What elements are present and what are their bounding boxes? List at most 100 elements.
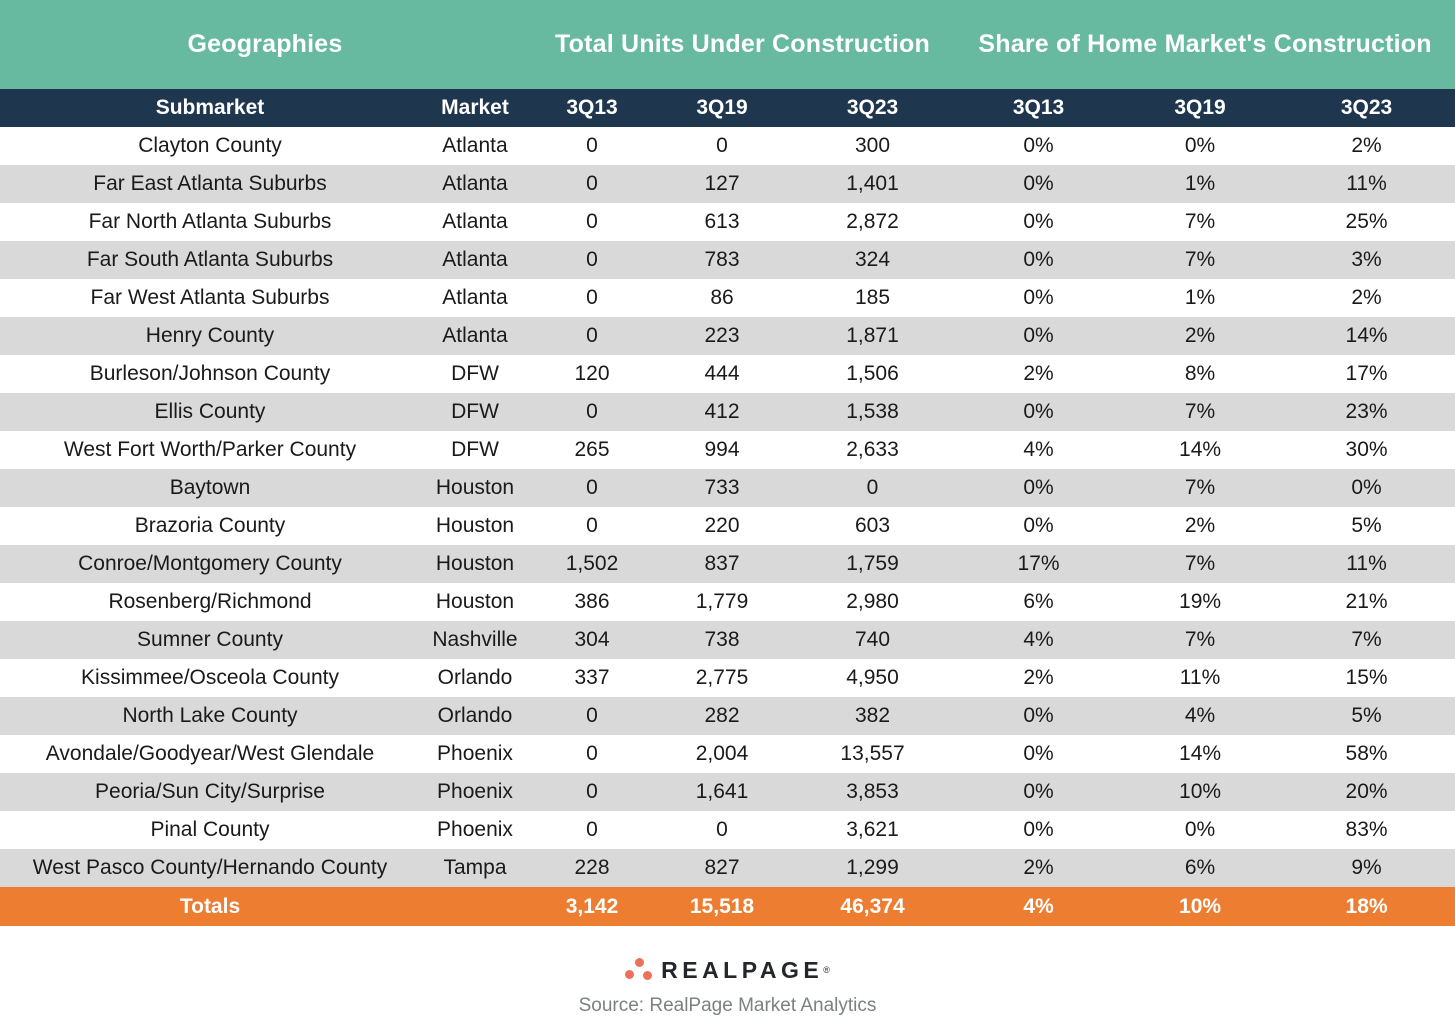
logo-dot-icon: [643, 971, 653, 980]
realpage-logo: REALPAGE ®: [625, 953, 830, 987]
cell-share-3q13: 0%: [955, 165, 1123, 203]
table-row: Rosenberg/Richmond Houston 386 1,779 2,980 6%…: [0, 583, 1455, 621]
cell-units-3q13: 1,502: [530, 545, 654, 583]
cell-units-3q13: 386: [530, 583, 654, 621]
cell-units-3q13: 0: [530, 697, 654, 735]
cell-share-3q23: 7%: [1278, 621, 1455, 659]
table-row: Burleson/Johnson County DFW 120 444 1,506 2% 8…: [0, 355, 1455, 393]
cell-share-3q13: 6%: [955, 583, 1123, 621]
cell-units-3q13: 228: [530, 849, 654, 887]
cell-share-3q23: 5%: [1278, 507, 1455, 545]
cell-share-3q13: 0%: [955, 773, 1123, 811]
cell-units-3q23: 3,621: [790, 811, 956, 849]
cell-share-3q19: 7%: [1122, 621, 1279, 659]
source-attribution: Source: RealPage Market Analytics: [578, 995, 877, 1016]
cell-share-3q19: 1%: [1122, 165, 1279, 203]
cell-market: Orlando: [420, 697, 530, 735]
table-row: Brazoria County Houston 0 220 603 0% 2% 5%: [0, 507, 1455, 545]
cell-share-3q19: 7%: [1122, 393, 1279, 431]
cell-share-3q19: 4%: [1122, 697, 1279, 735]
column-header-units-3q23: 3Q23: [790, 89, 956, 127]
cell-share-3q13: 0%: [955, 317, 1123, 355]
cell-units-3q13: 0: [530, 735, 654, 773]
cell-submarket: Kissimmee/Osceola County: [0, 659, 420, 697]
column-header-units-3q19: 3Q19: [654, 89, 790, 127]
cell-share-3q13: 0%: [955, 469, 1123, 507]
cell-units-3q13: 0: [530, 127, 654, 165]
cell-units-3q19: 0: [654, 127, 790, 165]
cell-share-3q19: 6%: [1122, 849, 1279, 887]
table-row: Henry County Atlanta 0 223 1,871 0% 2% 14%: [0, 317, 1455, 355]
cell-market: Houston: [420, 545, 530, 583]
cell-market: Atlanta: [420, 203, 530, 241]
table-row: Far South Atlanta Suburbs Atlanta 0 783 324 0…: [0, 241, 1455, 279]
cell-market: Atlanta: [420, 317, 530, 355]
cell-share-3q13: 2%: [955, 849, 1123, 887]
table-row: West Pasco County/Hernando County Tampa 22…: [0, 849, 1455, 887]
cell-market: DFW: [420, 431, 530, 469]
table-row: Conroe/Montgomery County Houston 1,502 837 1…: [0, 545, 1455, 583]
cell-share-3q23: 0%: [1278, 469, 1455, 507]
cell-submarket: Sumner County: [0, 621, 420, 659]
table-row: Far West Atlanta Suburbs Atlanta 0 86 185 0% 1…: [0, 279, 1455, 317]
cell-share-3q23: 3%: [1278, 241, 1455, 279]
cell-units-3q19: 127: [654, 165, 790, 203]
cell-share-3q23: 2%: [1278, 127, 1455, 165]
cell-share-3q23: 11%: [1278, 545, 1455, 583]
column-header-submarket: Submarket: [0, 89, 420, 127]
cell-market: Tampa: [420, 849, 530, 887]
cell-units-3q13: 120: [530, 355, 654, 393]
cell-units-3q13: 0: [530, 165, 654, 203]
cell-submarket: Baytown: [0, 469, 420, 507]
cell-submarket: Burleson/Johnson County: [0, 355, 420, 393]
cell-market: Phoenix: [420, 735, 530, 773]
cell-units-3q13: 0: [530, 773, 654, 811]
cell-submarket: Brazoria County: [0, 507, 420, 545]
cell-share-3q19: 7%: [1122, 203, 1279, 241]
column-header-units-3q13: 3Q13: [530, 89, 654, 127]
cell-share-3q19: 7%: [1122, 469, 1279, 507]
table-row: Ellis County DFW 0 412 1,538 0% 7% 23%: [0, 393, 1455, 431]
cell-units-3q19: 738: [654, 621, 790, 659]
cell-submarket: Avondale/Goodyear/West Glendale: [0, 735, 420, 773]
cell-share-3q13: 2%: [955, 659, 1123, 697]
cell-units-3q19: 837: [654, 545, 790, 583]
cell-units-3q23: 4,950: [790, 659, 956, 697]
cell-share-3q13: 0%: [955, 279, 1123, 317]
group-header-row: Geographies Total Units Under Constructi…: [0, 0, 1455, 89]
cell-share-3q23: 9%: [1278, 849, 1455, 887]
cell-share-3q23: 15%: [1278, 659, 1455, 697]
cell-units-3q19: 2,775: [654, 659, 790, 697]
cell-units-3q19: 220: [654, 507, 790, 545]
cell-share-3q23: 14%: [1278, 317, 1455, 355]
cell-share-3q19: 10%: [1122, 773, 1279, 811]
cell-units-3q13: 0: [530, 241, 654, 279]
cell-market: DFW: [420, 355, 530, 393]
cell-units-3q13: 0: [530, 469, 654, 507]
cell-market: Phoenix: [420, 811, 530, 849]
cell-share-3q19: 1%: [1122, 279, 1279, 317]
totals-units-3q13: 3,142: [530, 887, 654, 926]
cell-units-3q23: 2,633: [790, 431, 956, 469]
cell-share-3q23: 83%: [1278, 811, 1455, 849]
cell-share-3q19: 0%: [1122, 127, 1279, 165]
cell-units-3q13: 0: [530, 317, 654, 355]
cell-units-3q19: 2,004: [654, 735, 790, 773]
cell-submarket: Rosenberg/Richmond: [0, 583, 420, 621]
cell-submarket: Far North Atlanta Suburbs: [0, 203, 420, 241]
cell-share-3q13: 0%: [955, 203, 1123, 241]
table-row: West Fort Worth/Parker County DFW 265 994 2,…: [0, 431, 1455, 469]
cell-share-3q23: 58%: [1278, 735, 1455, 773]
cell-submarket: Far West Atlanta Suburbs: [0, 279, 420, 317]
cell-units-3q19: 412: [654, 393, 790, 431]
table-row: Baytown Houston 0 733 0 0% 7% 0%: [0, 469, 1455, 507]
cell-share-3q13: 0%: [955, 393, 1123, 431]
cell-share-3q23: 2%: [1278, 279, 1455, 317]
cell-share-3q23: 30%: [1278, 431, 1455, 469]
cell-share-3q13: 0%: [955, 697, 1123, 735]
cell-units-3q23: 603: [790, 507, 956, 545]
cell-units-3q19: 994: [654, 431, 790, 469]
column-header-market: Market: [420, 89, 530, 127]
table-row: Clayton County Atlanta 0 0 300 0% 0% 2%: [0, 127, 1455, 165]
cell-units-3q19: 0: [654, 811, 790, 849]
